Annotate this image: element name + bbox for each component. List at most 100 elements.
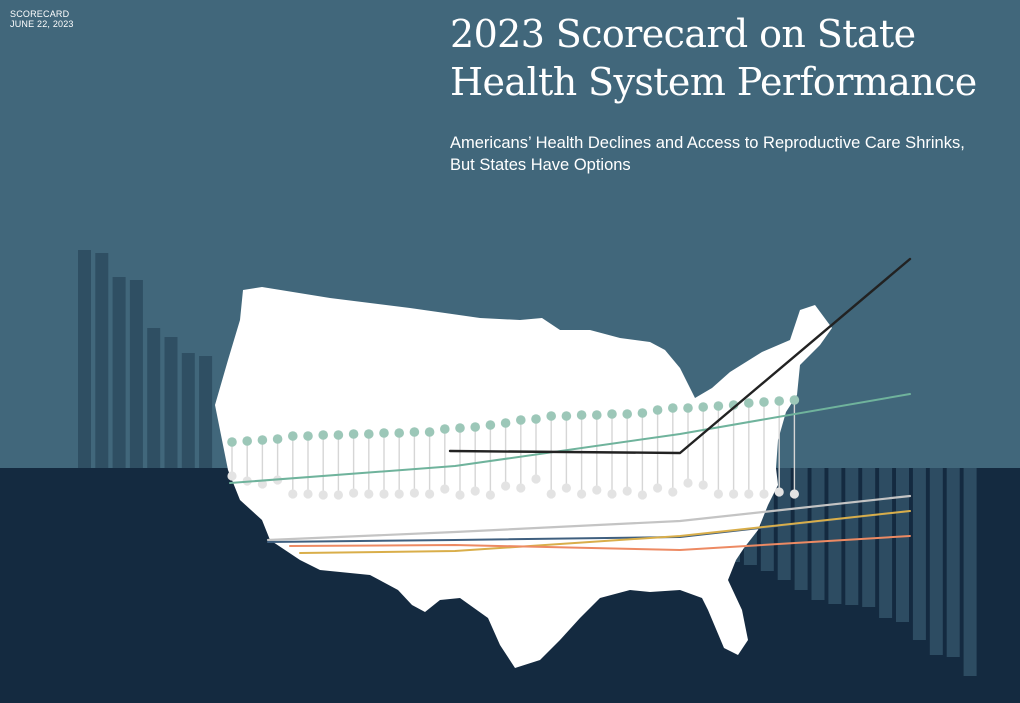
lollipop-dot-low (318, 490, 328, 500)
lollipop-dot-high (652, 405, 663, 415)
lollipop-dot-high (348, 429, 359, 439)
left-bar (181, 353, 195, 468)
lollipop-dot-high (227, 437, 237, 447)
lollipop-dot-high (789, 395, 800, 405)
lollipop-dot-high (455, 423, 465, 433)
lollipop-dot-high (318, 430, 329, 440)
lollipop-dot-low (561, 483, 572, 493)
trend-line-gray (266, 494, 912, 542)
subtitle-line-1: Americans’ Health Declines and Access to… (450, 134, 965, 152)
lollipop-dot-high (713, 401, 724, 411)
lollipop-dot-low (729, 489, 739, 499)
page-subtitle: Americans’ Health Declines and Access to… (450, 132, 965, 176)
lollipop-dot-low (470, 486, 480, 496)
lollipop-dot-high (744, 398, 754, 408)
right-bar (963, 468, 977, 676)
left-bar (199, 356, 213, 468)
trend-line-teal (229, 393, 911, 484)
lollipop-dot-high (303, 431, 313, 441)
lollipop-dot-low (227, 471, 237, 481)
left-bar (112, 277, 126, 468)
lollipop-dot-low (288, 489, 298, 499)
lollipop-dot-high (470, 422, 481, 432)
lollipop-dot-low (653, 483, 663, 493)
lollipop-dot-high (683, 403, 693, 413)
us-map-icon (215, 287, 832, 668)
lollipop-dot-high (637, 408, 648, 418)
lollipop-dot-high (409, 427, 420, 437)
lollipop-dot-low (303, 489, 313, 499)
trend-line-black (448, 257, 912, 455)
lollipop-dot-high (592, 410, 602, 420)
lollipop-dot-low (698, 480, 708, 490)
lollipop-dot-low (516, 483, 526, 493)
lollipop-dot-high (272, 434, 283, 444)
lollipop-dot-high (698, 402, 708, 412)
lollipop-dot-low (455, 490, 465, 500)
right-bar (828, 468, 842, 604)
lollipop-dot-high (424, 427, 435, 437)
right-bar (862, 468, 876, 607)
lollipop-dot-high (242, 436, 252, 446)
page-title: 2023 Scorecard on State Health System Pe… (450, 10, 977, 106)
lollipop-dot-low (409, 488, 419, 498)
lollipop-dot-high (622, 409, 632, 419)
lollipop-dot-low (546, 489, 556, 499)
right-bar (845, 468, 859, 605)
lollipop-dot-high (546, 411, 556, 421)
lollipop-dot-high (728, 400, 739, 410)
lollipop-dot-high (485, 420, 496, 430)
lollipop-dot-high (288, 431, 298, 441)
trend-line-orange (289, 535, 911, 551)
right-bar (946, 468, 960, 657)
lollipop-dot-low (592, 485, 602, 495)
lollipop-dot-low (485, 490, 495, 500)
lollipop-dot-high (516, 415, 526, 425)
lollipop-dot-low (349, 488, 359, 498)
right-bar (811, 468, 825, 600)
lollipop-dot-low (440, 484, 450, 494)
lollipop-dot-high (576, 410, 587, 420)
lollipop-dot-high (561, 411, 572, 421)
left-bar (129, 280, 143, 468)
subtitle-line-2: But States Have Options (450, 156, 631, 174)
lollipop-dot-low (531, 474, 541, 484)
lollipop-dot-low (683, 478, 693, 488)
right-bar (929, 468, 943, 655)
lollipop-dot-low (744, 489, 754, 499)
lollipop-dot-low (759, 489, 769, 499)
trend-lines (229, 257, 912, 554)
lollipop-dot-high (759, 397, 769, 407)
right-bar (896, 468, 909, 622)
lollipop-dot-high (257, 435, 268, 445)
lollipop-dot-high (440, 424, 450, 434)
lollipop-dot-high (364, 429, 374, 439)
lollipop-dot-low (577, 489, 587, 499)
article-meta: SCORECARD JUNE 22, 2023 (10, 9, 74, 29)
lollipop-dot-low (333, 490, 343, 500)
lollipop-dot-high (668, 403, 678, 413)
lollipop-dot-low (379, 489, 389, 499)
lollipop-dot-high (379, 428, 389, 438)
lollipop-dot-low (364, 489, 374, 499)
publish-date: JUNE 22, 2023 (10, 19, 74, 29)
left-bar (147, 328, 161, 468)
lollipop-dot-low (668, 487, 678, 497)
lollipop-dot-low (425, 489, 435, 499)
left-bar (95, 253, 109, 468)
lollipop-dot-high (394, 428, 405, 438)
lollipop-dot-low (394, 489, 404, 499)
right-bar (912, 468, 926, 640)
lollipop-dot-low (622, 486, 632, 496)
lollipop-dot-low (774, 487, 784, 497)
lollipop-dot-high (607, 409, 617, 419)
lollipop-dot-high (333, 430, 344, 440)
title-line-2: Health System Performance (450, 60, 977, 104)
lollipop-dot-low (713, 489, 724, 499)
right-bar (794, 468, 808, 590)
title-line-1: 2023 Scorecard on State (450, 12, 916, 56)
right-bar (879, 468, 893, 618)
article-type-label: SCORECARD (10, 9, 70, 19)
trend-line-gold (299, 510, 911, 554)
